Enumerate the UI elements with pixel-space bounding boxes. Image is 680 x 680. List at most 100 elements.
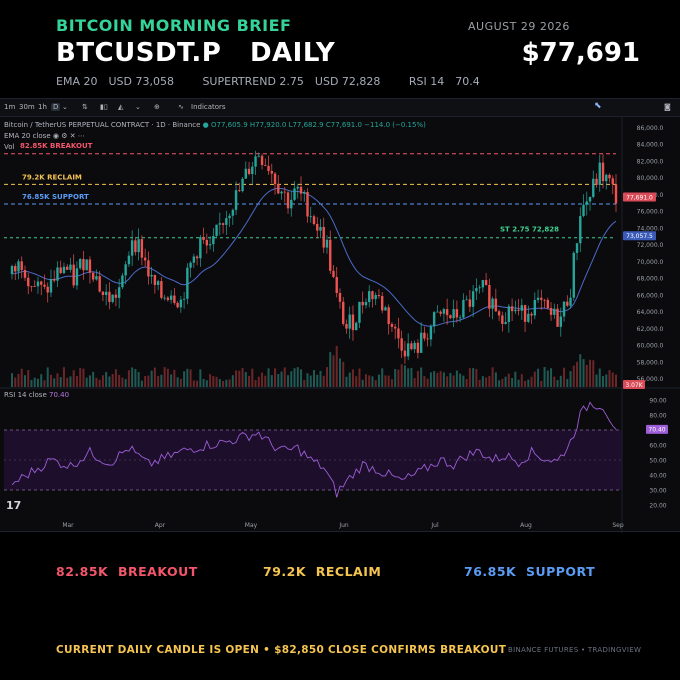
rsi-legend[interactable]: RSI 14 close 70.40 <box>4 391 69 399</box>
rsi-tick-label: 20.00 <box>649 503 666 510</box>
volume-bar <box>377 374 380 387</box>
candle-body <box>423 332 426 339</box>
volume-bar <box>546 370 549 387</box>
price-chart[interactable]: 86,000.084,000.082,000.080,000.078,000.0… <box>0 99 680 533</box>
volume-bar <box>170 374 173 387</box>
ema-legend-label: EMA 20 close <box>4 132 51 140</box>
price-tick-label: 86,000.0 <box>637 125 664 132</box>
candle-body <box>166 297 170 300</box>
volume-bar <box>332 355 335 387</box>
candle-body <box>283 191 286 193</box>
candle-body <box>348 314 351 329</box>
volume-bar <box>598 368 601 387</box>
volume-bar <box>566 378 569 387</box>
candle-body <box>202 237 205 240</box>
candle-body <box>56 267 59 281</box>
candle-body <box>432 312 436 327</box>
tradingview-logo[interactable]: 17 <box>6 499 22 512</box>
supertrend-value: USD 72,828 <box>314 75 381 88</box>
volume-bar <box>329 352 332 387</box>
volume-bar <box>274 368 277 387</box>
volume-bar <box>150 370 153 387</box>
candle-body <box>520 305 524 311</box>
volume-bar <box>251 368 254 387</box>
dropdown-icon[interactable]: ⌄ <box>135 103 141 111</box>
volume-bar <box>455 370 458 387</box>
candle-body <box>88 259 92 273</box>
volume-bar <box>160 374 163 387</box>
interval-30m[interactable]: 30m <box>19 103 35 111</box>
add-icon[interactable]: ⊕ <box>154 103 160 111</box>
interval-daily[interactable]: D <box>51 103 61 111</box>
volume-bar <box>114 369 117 387</box>
volume-bar <box>595 374 598 387</box>
volume-bar <box>222 380 225 387</box>
vol-legend[interactable]: Vol <box>4 143 14 151</box>
volume-bar <box>296 367 299 387</box>
interval-1m[interactable]: 1m <box>4 103 16 111</box>
camera-icon[interactable]: ◙ <box>664 103 671 111</box>
indicators-icon[interactable]: ∿ <box>178 103 184 111</box>
volume-bar <box>381 368 384 387</box>
volume-bar <box>429 372 432 387</box>
rsi-tick-label: 80.00 <box>649 413 666 420</box>
interval-1h[interactable]: 1h <box>38 103 47 111</box>
volume-bar <box>131 367 134 387</box>
volume-bar <box>36 378 39 387</box>
candle-body <box>579 216 582 244</box>
candle-body <box>153 275 157 285</box>
volume-bar <box>592 360 595 387</box>
volume-bar <box>319 370 322 387</box>
interval-dropdown-icon[interactable]: ⌄ <box>62 103 68 111</box>
volume-bar <box>95 377 98 387</box>
volume-bar <box>17 373 20 387</box>
candle-body <box>501 315 504 324</box>
vol-legend-label: Vol <box>4 143 15 151</box>
candle-body <box>497 311 501 316</box>
volume-bar <box>485 377 488 387</box>
chart-panel[interactable]: 86,000.084,000.082,000.080,000.078,000.0… <box>0 98 680 533</box>
rsi-tick-label: 50.00 <box>649 458 666 465</box>
header-date: AUGUST 29 2026 <box>468 20 570 33</box>
price-tick-label: 64,000.0 <box>637 309 664 316</box>
volume-bar <box>228 379 231 387</box>
volume-bar <box>280 371 283 387</box>
candle-body <box>510 306 514 312</box>
candle-body <box>426 338 429 340</box>
volume-bar <box>462 375 465 387</box>
area-chart-icon[interactable]: ◭ <box>118 103 124 111</box>
volume-bar <box>335 345 338 387</box>
volume-bar <box>59 377 62 387</box>
volume-bar <box>540 380 543 387</box>
volume-bar <box>579 354 582 387</box>
candle-body <box>72 264 75 286</box>
candle-body <box>588 196 592 202</box>
candle-body <box>280 191 283 194</box>
candle-body <box>481 280 485 288</box>
ema-legend[interactable]: EMA 20 close ◉ ⚙ ✕ ⋯ <box>4 132 85 140</box>
vol-badge: 3.07K <box>625 382 643 389</box>
volume-bar <box>56 373 59 387</box>
volume-bar <box>270 375 273 387</box>
volume-bar <box>33 377 36 387</box>
candle-body <box>475 288 478 292</box>
compare-icon[interactable]: ⇅ <box>82 103 88 111</box>
candle-body <box>494 298 498 312</box>
candle-body <box>225 218 228 225</box>
volume-bar <box>212 376 215 387</box>
volume-bar <box>514 371 517 387</box>
symbol-title: BTCUSDT.P DAILY <box>56 38 336 68</box>
volume-bar <box>371 376 374 387</box>
volume-bar <box>491 367 494 387</box>
candle-body <box>484 280 488 285</box>
volume-bar <box>283 367 286 387</box>
reclaim-annotation: 79.2K RECLAIM <box>22 173 82 181</box>
volume-bar <box>449 373 452 387</box>
indicators-button[interactable]: Indicators <box>191 103 226 111</box>
cursor-icon[interactable]: ⬉ <box>594 101 602 111</box>
volume-bar <box>105 371 108 387</box>
x-tick-label: Jun <box>338 522 349 529</box>
candles-icon[interactable]: ▮▯ <box>100 103 108 111</box>
candle-body <box>53 278 56 281</box>
volume-bar <box>166 368 169 387</box>
